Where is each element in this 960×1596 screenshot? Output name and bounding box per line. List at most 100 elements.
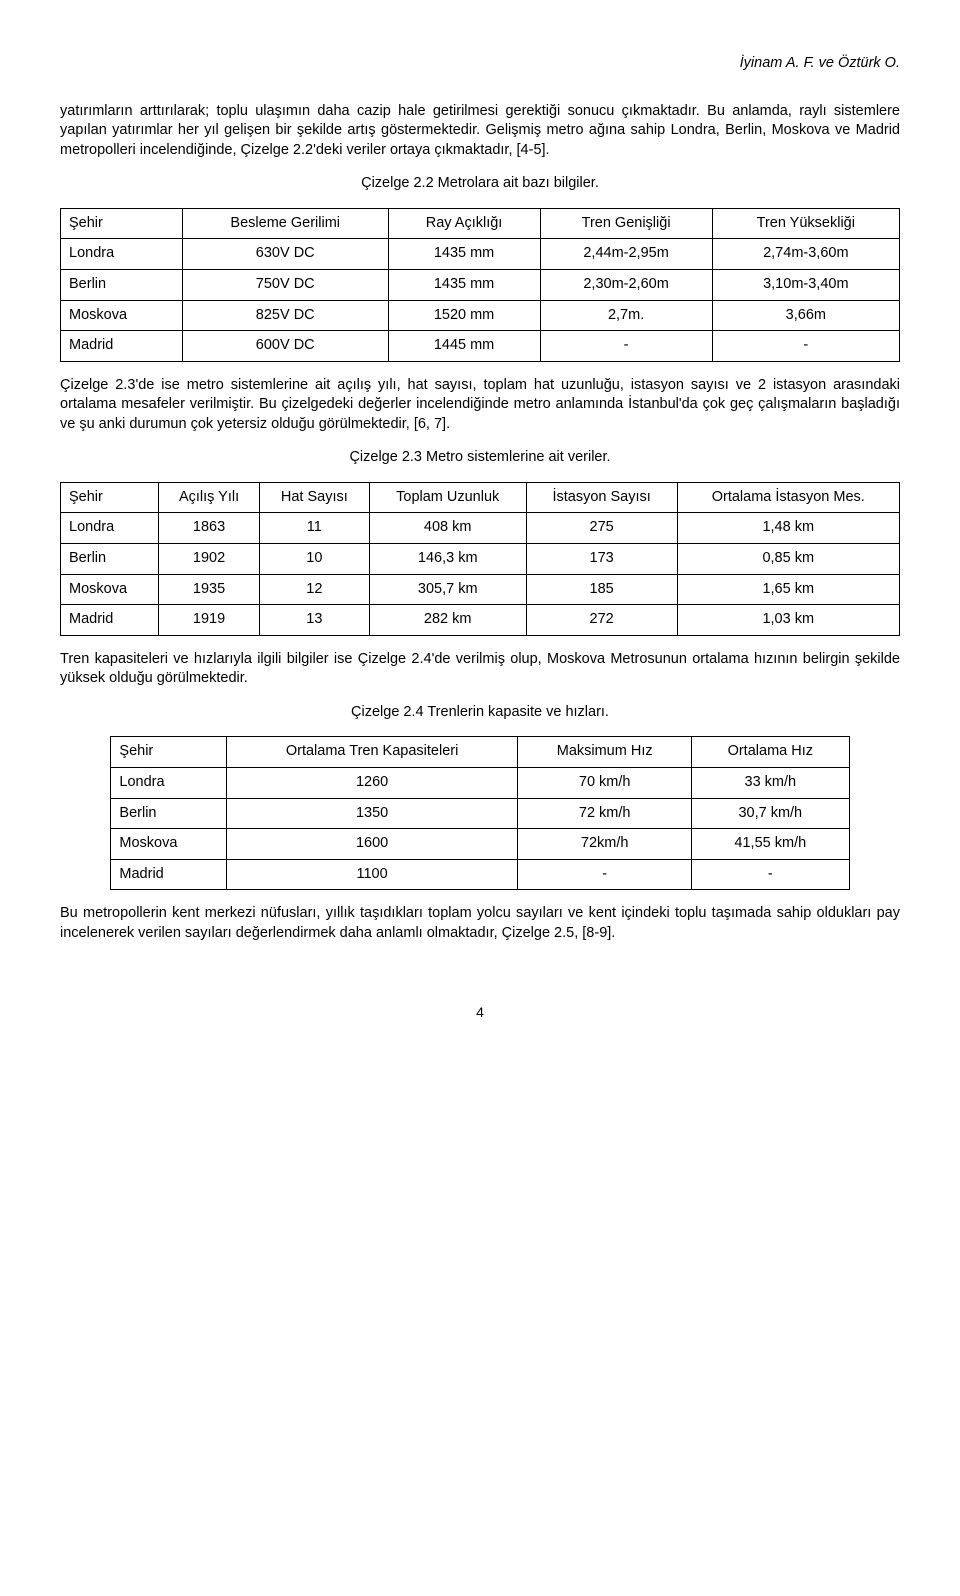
- cell: 630V DC: [182, 239, 388, 270]
- cell: 1,48 km: [677, 513, 899, 544]
- col-header: Açılış Yılı: [159, 482, 260, 513]
- cell: 10: [259, 544, 369, 575]
- col-header: Şehir: [111, 737, 226, 768]
- cell: 1520 mm: [388, 300, 540, 331]
- cell: Berlin: [111, 798, 226, 829]
- cell: -: [540, 331, 712, 362]
- cell: 1600: [226, 829, 518, 860]
- cell: 408 km: [369, 513, 526, 544]
- cell: Londra: [111, 767, 226, 798]
- table-row: Berlin 1350 72 km/h 30,7 km/h: [111, 798, 849, 829]
- cell: 1902: [159, 544, 260, 575]
- cell: 1445 mm: [388, 331, 540, 362]
- cell: 1863: [159, 513, 260, 544]
- table-row: Londra 630V DC 1435 mm 2,44m-2,95m 2,74m…: [61, 239, 900, 270]
- table-header-row: Şehir Açılış Yılı Hat Sayısı Toplam Uzun…: [61, 482, 900, 513]
- cell: Moskova: [61, 574, 159, 605]
- table-row: Moskova 1935 12 305,7 km 185 1,65 km: [61, 574, 900, 605]
- cell: 13: [259, 605, 369, 636]
- cell: 275: [526, 513, 677, 544]
- cell: 1,03 km: [677, 605, 899, 636]
- table3-caption: Çizelge 2.4 Trenlerin kapasite ve hızlar…: [60, 703, 900, 723]
- cell: 11: [259, 513, 369, 544]
- col-header: Tren Genişliği: [540, 208, 712, 239]
- col-header: Ortalama Hız: [692, 737, 850, 768]
- table-2-4: Şehir Ortalama Tren Kapasiteleri Maksimu…: [110, 736, 849, 890]
- cell: Madrid: [111, 859, 226, 890]
- table-row: Moskova 825V DC 1520 mm 2,7m. 3,66m: [61, 300, 900, 331]
- cell: 41,55 km/h: [692, 829, 850, 860]
- cell: 1260: [226, 767, 518, 798]
- col-header: Toplam Uzunluk: [369, 482, 526, 513]
- cell: 1435 mm: [388, 239, 540, 270]
- cell: Madrid: [61, 331, 183, 362]
- cell: 72 km/h: [518, 798, 692, 829]
- col-header: Ortalama Tren Kapasiteleri: [226, 737, 518, 768]
- cell: 1100: [226, 859, 518, 890]
- cell: 600V DC: [182, 331, 388, 362]
- cell: 1919: [159, 605, 260, 636]
- cell: 185: [526, 574, 677, 605]
- table-row: Londra 1863 11 408 km 275 1,48 km: [61, 513, 900, 544]
- cell: 146,3 km: [369, 544, 526, 575]
- table-row: Moskova 1600 72km/h 41,55 km/h: [111, 829, 849, 860]
- cell: Londra: [61, 239, 183, 270]
- col-header: Ray Açıklığı: [388, 208, 540, 239]
- table2-caption: Çizelge 2.3 Metro sistemlerine ait veril…: [60, 448, 900, 468]
- cell: 12: [259, 574, 369, 605]
- table-row: Berlin 750V DC 1435 mm 2,30m-2,60m 3,10m…: [61, 269, 900, 300]
- cell: 305,7 km: [369, 574, 526, 605]
- cell: 272: [526, 605, 677, 636]
- page-header-authors: İyinam A. F. ve Öztürk O.: [60, 54, 900, 74]
- cell: 1350: [226, 798, 518, 829]
- col-header: Besleme Gerilimi: [182, 208, 388, 239]
- cell: Moskova: [111, 829, 226, 860]
- table-row: Madrid 1919 13 282 km 272 1,03 km: [61, 605, 900, 636]
- paragraph-2: Çizelge 2.3'de ise metro sistemlerine ai…: [60, 376, 900, 435]
- cell: Madrid: [61, 605, 159, 636]
- cell: Moskova: [61, 300, 183, 331]
- cell: 750V DC: [182, 269, 388, 300]
- table-row: Madrid 600V DC 1445 mm - -: [61, 331, 900, 362]
- cell: -: [692, 859, 850, 890]
- col-header: Maksimum Hız: [518, 737, 692, 768]
- cell: 2,74m-3,60m: [712, 239, 899, 270]
- cell: 33 km/h: [692, 767, 850, 798]
- cell: 3,66m: [712, 300, 899, 331]
- col-header: Şehir: [61, 482, 159, 513]
- col-header: Hat Sayısı: [259, 482, 369, 513]
- col-header: Şehir: [61, 208, 183, 239]
- cell: 1,65 km: [677, 574, 899, 605]
- table-row: Berlin 1902 10 146,3 km 173 0,85 km: [61, 544, 900, 575]
- cell: Berlin: [61, 269, 183, 300]
- table-row: Londra 1260 70 km/h 33 km/h: [111, 767, 849, 798]
- cell: 70 km/h: [518, 767, 692, 798]
- cell: 72km/h: [518, 829, 692, 860]
- cell: -: [712, 331, 899, 362]
- table-2-2: Şehir Besleme Gerilimi Ray Açıklığı Tren…: [60, 208, 900, 362]
- cell: Berlin: [61, 544, 159, 575]
- table-2-3: Şehir Açılış Yılı Hat Sayısı Toplam Uzun…: [60, 482, 900, 636]
- table-row: Madrid 1100 - -: [111, 859, 849, 890]
- cell: 1935: [159, 574, 260, 605]
- cell: 173: [526, 544, 677, 575]
- col-header: İstasyon Sayısı: [526, 482, 677, 513]
- cell: 2,7m.: [540, 300, 712, 331]
- cell: 825V DC: [182, 300, 388, 331]
- cell: 2,44m-2,95m: [540, 239, 712, 270]
- cell: 1435 mm: [388, 269, 540, 300]
- col-header: Ortalama İstasyon Mes.: [677, 482, 899, 513]
- page-number: 4: [60, 1003, 900, 1022]
- table1-caption: Çizelge 2.2 Metrolara ait bazı bilgiler.: [60, 174, 900, 194]
- cell: 0,85 km: [677, 544, 899, 575]
- cell: 30,7 km/h: [692, 798, 850, 829]
- cell: 3,10m-3,40m: [712, 269, 899, 300]
- table-header-row: Şehir Besleme Gerilimi Ray Açıklığı Tren…: [61, 208, 900, 239]
- table-header-row: Şehir Ortalama Tren Kapasiteleri Maksimu…: [111, 737, 849, 768]
- col-header: Tren Yüksekliği: [712, 208, 899, 239]
- cell: 282 km: [369, 605, 526, 636]
- cell: -: [518, 859, 692, 890]
- cell: 2,30m-2,60m: [540, 269, 712, 300]
- paragraph-3: Tren kapasiteleri ve hızlarıyla ilgili b…: [60, 650, 900, 689]
- paragraph-1: yatırımların arttırılarak; toplu ulaşımı…: [60, 102, 900, 161]
